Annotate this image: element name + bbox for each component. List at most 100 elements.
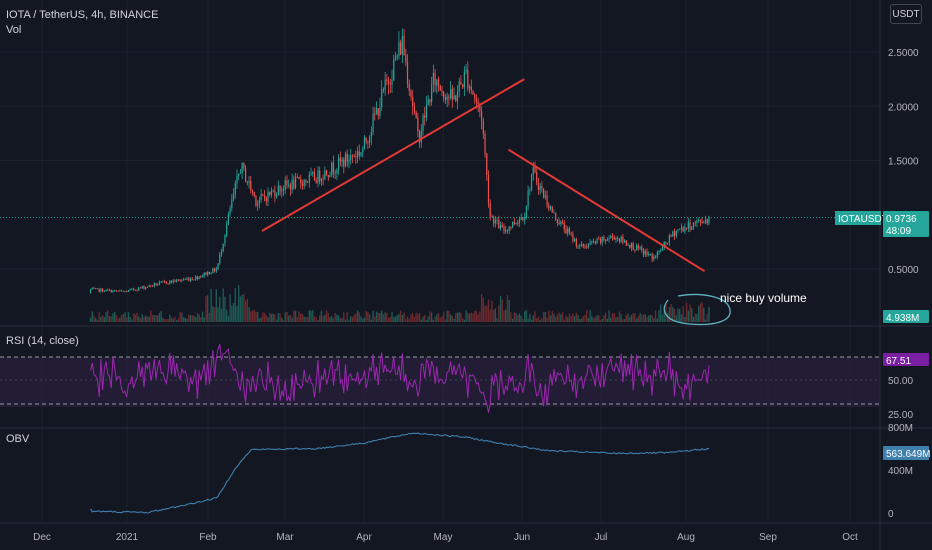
candle-body <box>198 276 200 280</box>
volume-bar <box>243 293 245 322</box>
volume-bars <box>89 285 710 322</box>
volume-bar <box>622 319 624 322</box>
candle-body <box>706 219 708 224</box>
candle-body <box>288 184 290 186</box>
candle-body <box>462 84 464 88</box>
volume-bar <box>611 312 614 322</box>
volume-bar <box>537 316 540 322</box>
volume-bar <box>430 312 433 322</box>
volume-bar <box>129 316 131 322</box>
volume-bar <box>241 294 243 322</box>
volume-bar <box>427 316 429 322</box>
candle-body <box>703 222 705 224</box>
candle-body <box>355 156 357 158</box>
volume-bar <box>289 314 292 322</box>
volume-bar <box>136 312 138 322</box>
volume-bar <box>665 302 667 322</box>
annotation-circle <box>663 293 731 326</box>
candle-body <box>222 243 224 252</box>
volume-bar <box>193 315 195 322</box>
candle-body <box>151 285 154 287</box>
volume-bar <box>544 311 547 322</box>
volume-bar <box>554 316 557 322</box>
candle-body <box>482 120 484 134</box>
candle-body <box>536 172 538 184</box>
volume-bar <box>393 317 395 322</box>
candle-body <box>513 221 515 225</box>
volume-bar <box>353 314 355 322</box>
volume-bar <box>124 312 126 322</box>
volume-bar <box>413 316 416 322</box>
candle-body <box>451 88 453 100</box>
volume-bar <box>162 317 164 322</box>
volume-tag-bg <box>883 310 929 323</box>
volume-bar <box>208 312 211 322</box>
volume-bar <box>339 317 342 322</box>
volume-bar <box>181 312 183 322</box>
candle-body <box>398 42 400 56</box>
candle-body <box>375 108 378 115</box>
candle-body <box>677 229 679 231</box>
volume-bar <box>692 316 695 322</box>
volume-bar <box>436 314 438 322</box>
candle-body <box>605 240 607 241</box>
candle-body <box>126 291 128 293</box>
volume-bar <box>313 316 316 322</box>
candle-body <box>641 247 643 251</box>
volume-bar <box>412 313 414 322</box>
volume-bar <box>346 312 348 322</box>
candle-body <box>661 246 664 251</box>
volume-bar <box>331 316 333 322</box>
volume-bar <box>553 313 555 322</box>
candle-body <box>506 229 509 231</box>
candle-body <box>308 174 310 183</box>
volume-bar <box>179 312 181 322</box>
candle-body <box>623 240 626 243</box>
candle-body <box>146 286 149 288</box>
candle-body <box>512 221 514 227</box>
candle-body <box>382 89 385 91</box>
volume-bar <box>351 317 354 322</box>
volume-bar <box>691 308 693 322</box>
candle-body <box>386 79 388 81</box>
candle-body <box>644 251 646 255</box>
candle-body <box>324 170 326 180</box>
volume-bar <box>449 314 452 322</box>
volume-bar <box>219 296 221 322</box>
volume-bar <box>708 306 710 322</box>
candle-body <box>463 71 465 88</box>
candle-body <box>534 167 536 173</box>
volume-bar <box>617 317 619 322</box>
volume-bar <box>182 317 185 322</box>
volume-bar <box>522 319 524 322</box>
volume-bar <box>458 312 460 322</box>
time-axis-label: Oct <box>842 532 858 543</box>
candle-body <box>334 172 336 174</box>
candle-body <box>320 178 323 182</box>
volume-bar <box>396 315 398 322</box>
volume-bar <box>146 316 149 322</box>
candle-body <box>484 133 486 154</box>
volume-bar <box>108 316 111 322</box>
volume-bar <box>660 304 662 322</box>
candle-body <box>138 287 140 291</box>
volume-bar <box>344 319 347 322</box>
candle-body <box>580 244 583 246</box>
volume-bar <box>439 317 441 322</box>
volume-bar <box>648 315 650 322</box>
volume-bar <box>91 311 93 322</box>
volume-bar <box>570 315 572 322</box>
obv-tag-text: 563.649M <box>886 449 930 460</box>
candle-body <box>532 167 534 175</box>
candle-body <box>575 239 577 247</box>
volume-bar <box>663 305 665 322</box>
volume-bar <box>253 310 255 322</box>
volume-bar <box>630 314 633 322</box>
candle-body <box>412 97 414 107</box>
volume-bar <box>608 310 610 322</box>
candle-body <box>474 94 476 99</box>
currency-button[interactable]: USDT <box>890 4 922 24</box>
candle-body <box>499 225 502 229</box>
volume-bar <box>250 311 252 322</box>
candle-body <box>617 238 619 239</box>
